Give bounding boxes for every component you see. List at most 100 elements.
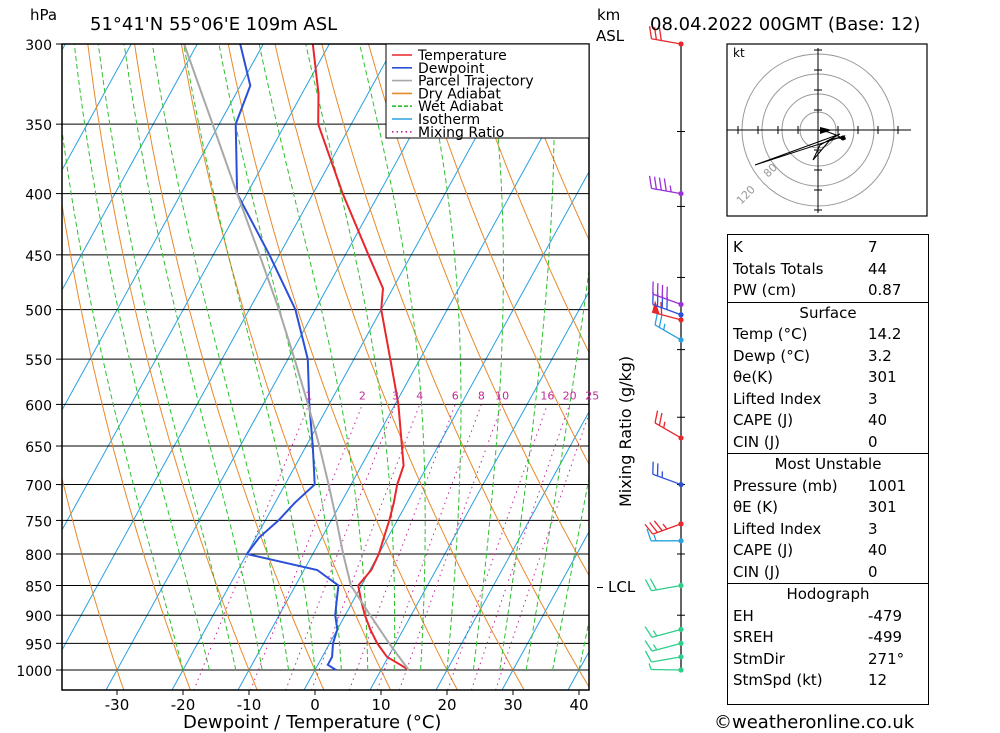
isotherm-line — [0, 26, 9, 695]
mixing-ratio-label: 10 — [495, 389, 509, 402]
wind-barb-feather — [654, 312, 659, 326]
wet-adiabat-line — [305, 44, 396, 670]
wind-barb-feather — [658, 27, 662, 41]
wind-barb — [646, 528, 684, 544]
wet-adiabat-line — [123, 44, 263, 671]
surface-label: Lifted Index — [733, 389, 822, 408]
wind-barb-dot — [678, 521, 684, 527]
mixing-ratio-axis-label: Mixing Ratio (g/kg) — [616, 356, 635, 507]
most-unstable-row: Lifted Index 3 — [728, 519, 928, 541]
most-unstable-row: CIN (J) 0 — [728, 562, 928, 584]
hodograph-unit: kt — [733, 46, 745, 60]
most-unstable-label: CIN (J) — [733, 562, 781, 581]
dry-adiabat-line — [508, 44, 589, 242]
wind-barb-dot — [678, 538, 684, 544]
hodograph-value: 271° — [868, 649, 905, 668]
wet-adiabat-line — [359, 44, 426, 671]
wind-barb-feather — [644, 640, 653, 652]
wind-barb — [654, 312, 684, 343]
wind-barb-feather — [648, 175, 653, 189]
wind-barb-dot — [678, 190, 684, 197]
wind-barb-feather — [660, 302, 663, 315]
surface-label: CIN (J) — [733, 432, 781, 451]
surface-row: Dewp (°C) 3.2 — [728, 346, 928, 368]
hodograph-trace — [754, 129, 847, 166]
mixing-ratio-label: 20 — [563, 389, 577, 402]
pressure-tick-label: 350 — [25, 118, 52, 134]
x-axis-label: Dewpoint / Temperature (°C) — [183, 712, 441, 733]
isotherm-line — [62, 44, 264, 412]
wind-barb-feather — [644, 650, 653, 663]
hodograph-row: StmDir 271° — [728, 649, 928, 671]
legend-label: Mixing Ratio — [418, 125, 504, 141]
dry-adiabat-line — [62, 476, 125, 690]
run-title: 08.04.2022 00GMT (Base: 12) — [650, 14, 920, 35]
legend-label: Parcel Trajectory — [418, 74, 534, 90]
wind-barb — [644, 650, 684, 663]
isotherm-line — [303, 170, 589, 690]
legend-label: Isotherm — [418, 112, 480, 128]
wind-barb-feather — [654, 410, 659, 424]
wind-barb-half-feather — [662, 523, 668, 530]
hodograph-label: StmDir — [733, 649, 785, 668]
pressure-tick-label: 800 — [25, 548, 52, 564]
pressure-tick-label: 550 — [25, 353, 52, 369]
wind-barb-dot — [678, 435, 684, 441]
temperature-tick-label: -20 — [171, 696, 196, 714]
wind-barb-feather — [653, 176, 658, 190]
location-title: 51°41'N 55°06'E 109m ASL — [90, 14, 337, 35]
temperature-tick-label: 30 — [503, 696, 522, 714]
mixing-ratio-label: 3 — [392, 389, 399, 402]
hodograph-row: EH -479 — [728, 606, 928, 628]
hodograph-title: Hodograph — [728, 583, 928, 606]
copyright[interactable]: ©weatheronline.co.uk — [714, 712, 915, 733]
isotherm-line — [62, 44, 396, 652]
mixing-ratio-line — [193, 404, 310, 690]
most-unstable-value: 40 — [868, 541, 888, 559]
wind-barb-dot — [678, 317, 684, 323]
most-unstable-row: θE (K) 301 — [728, 497, 928, 519]
wind-barb-dot — [678, 626, 684, 633]
surface-value: 301 — [868, 368, 897, 386]
wind-barb-half-feather — [663, 421, 666, 429]
pressure-tick-label: 400 — [25, 188, 52, 204]
wind-barb-feather — [663, 178, 667, 192]
wind-barb-half-feather — [652, 644, 658, 651]
temperature-tick-label: -10 — [237, 696, 262, 714]
surface-row: CAPE (J) 40 — [728, 410, 928, 432]
wet-adiabat-line — [62, 127, 184, 671]
dry-adiabat-line — [274, 44, 525, 690]
height-unit-asl: ASL — [596, 27, 625, 45]
surface-label: θe(K) — [733, 368, 773, 386]
mixing-ratio-line — [311, 404, 421, 690]
pressure-tick-label: 700 — [25, 479, 52, 495]
pressure-tick-label: 600 — [25, 398, 52, 414]
most-unstable-value: 301 — [868, 498, 897, 516]
mixing-ratio-label: 8 — [478, 389, 485, 402]
most-unstable-value: 0 — [868, 562, 878, 581]
profile-line-temperature — [311, 44, 410, 671]
surface-value: 3 — [868, 389, 878, 408]
wind-barb — [654, 410, 684, 441]
dry-adiabat-line — [414, 44, 589, 466]
surface-value: 40 — [868, 411, 888, 429]
mixing-ratio-line — [398, 404, 503, 690]
most-unstable-label: CAPE (J) — [733, 541, 794, 559]
wind-barb-half-feather — [652, 630, 658, 637]
wind-barb — [652, 461, 684, 488]
temperature-tick-label: 40 — [569, 696, 588, 714]
isotherm-line — [62, 44, 132, 172]
wet-adiabat-line — [73, 44, 210, 671]
wind-barb-dot — [678, 654, 684, 660]
dry-adiabat-line — [134, 44, 325, 690]
legend-label: Dewpoint — [418, 61, 485, 77]
mixing-ratio-line — [285, 404, 396, 690]
hodograph-point — [840, 135, 846, 141]
surface-label: Temp (°C) — [733, 325, 808, 343]
mixing-ratio-line — [495, 412, 589, 690]
wind-barb — [648, 26, 684, 47]
wind-barb-feather — [649, 522, 659, 533]
isotherm-line — [435, 410, 589, 690]
wet-adiabat-line — [578, 619, 589, 671]
